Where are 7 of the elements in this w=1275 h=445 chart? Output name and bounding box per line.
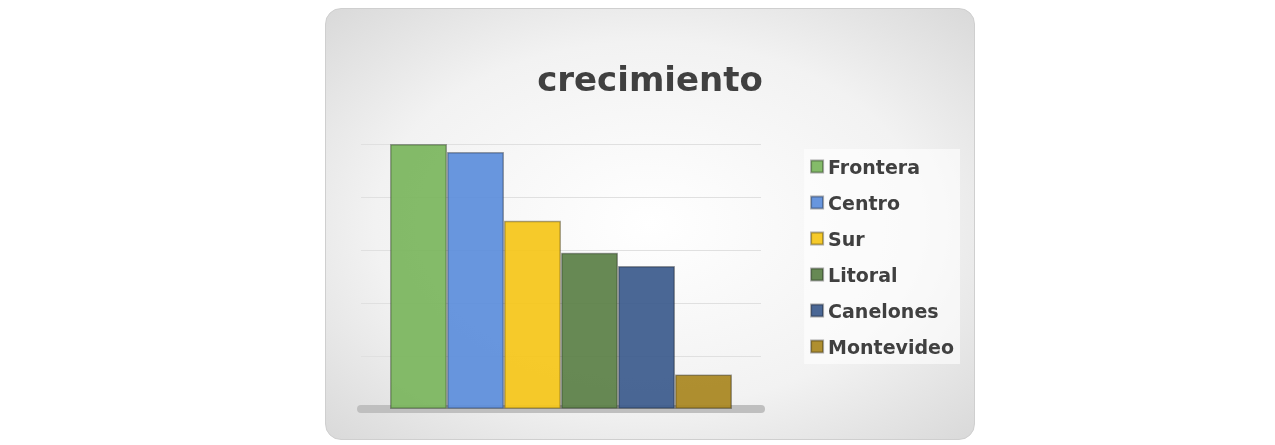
chart-title: crecimiento [537, 59, 763, 99]
legend-label: Frontera [828, 155, 920, 178]
legend-label: Canelones [828, 299, 939, 322]
legend-label: Centro [828, 191, 900, 214]
legend-label: Montevideo [828, 335, 955, 358]
legend-label: Litoral [828, 263, 898, 286]
legend-label: Sur [828, 227, 866, 250]
